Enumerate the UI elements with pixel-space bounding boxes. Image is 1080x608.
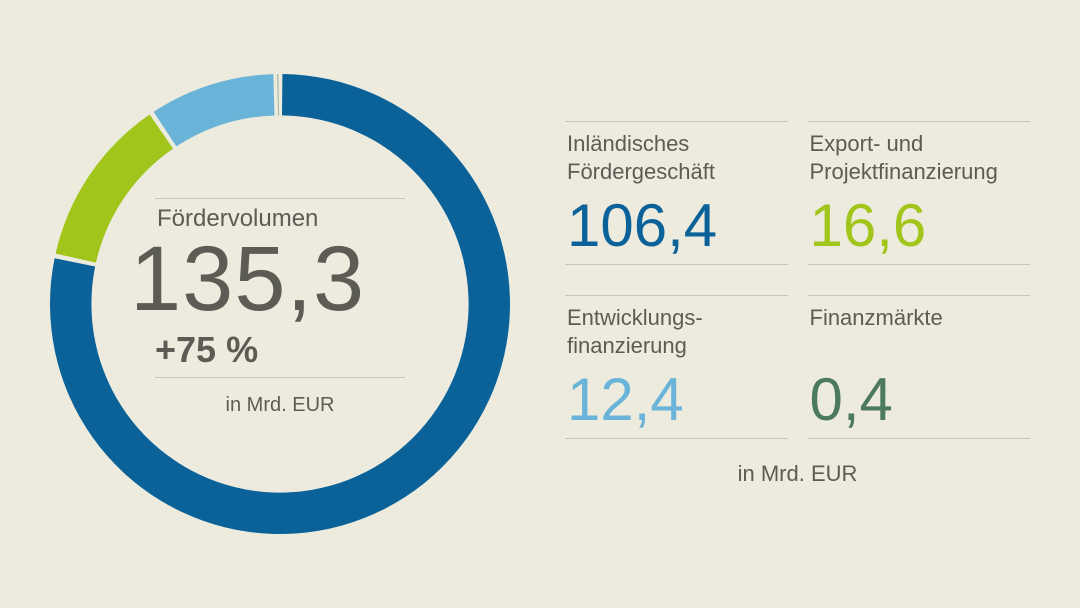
card-label: Export- und Projektfinanzierung <box>810 130 1029 186</box>
rule <box>155 377 405 378</box>
rule <box>155 198 405 199</box>
breakdown-unit: in Mrd. EUR <box>565 461 1030 487</box>
donut-delta: +75 % <box>155 329 405 371</box>
donut-unit: in Mrd. EUR <box>155 394 405 417</box>
card-value: 106,4 <box>567 196 786 256</box>
donut-center: Fördervolumen 135,3 +75 % in Mrd. EUR <box>50 74 510 534</box>
breakdown-card: Entwicklungs- finanzierung 12,4 <box>565 295 788 439</box>
donut-total: 135,3 <box>130 233 420 325</box>
card-value: 0,4 <box>810 370 1029 430</box>
card-label: Finanzmärkte <box>810 304 1029 360</box>
card-value: 12,4 <box>567 370 786 430</box>
donut-chart: Fördervolumen 135,3 +75 % in Mrd. EUR <box>50 74 510 534</box>
breakdown-panel: Inländisches Fördergeschäft 106,4 Export- … <box>565 121 1030 487</box>
card-label: Inländisches Fördergeschäft <box>567 130 786 186</box>
card-value: 16,6 <box>810 196 1029 256</box>
breakdown-card: Inländisches Fördergeschäft 106,4 <box>565 121 788 265</box>
card-label: Entwicklungs- finanzierung <box>567 304 786 360</box>
infographic-root: Fördervolumen 135,3 +75 % in Mrd. EUR In… <box>0 0 1080 608</box>
breakdown-card: Finanzmärkte 0,4 <box>808 295 1031 439</box>
breakdown-grid: Inländisches Fördergeschäft 106,4 Export- … <box>565 121 1030 439</box>
breakdown-card: Export- und Projektfinanzierung 16,6 <box>808 121 1031 265</box>
